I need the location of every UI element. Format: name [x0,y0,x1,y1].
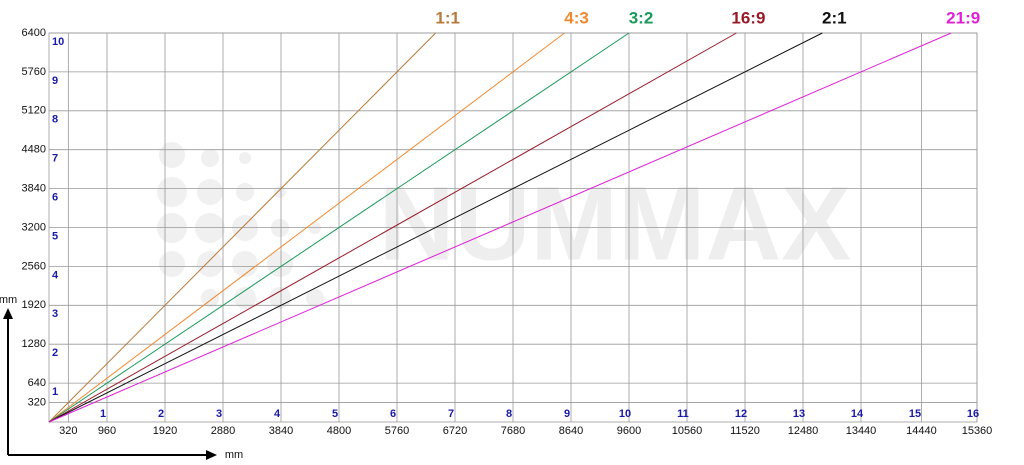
x-tick-label: 960 [98,425,116,437]
x-module-label: 11 [677,408,689,420]
y-tick-label: 3200 [22,221,46,233]
x-tick-label: 1920 [153,425,177,437]
y-tick-label: 6400 [22,27,46,39]
series-label: 2:1 [822,8,847,27]
ratio-line [48,32,823,423]
y-arrow-head [3,308,13,319]
y-tick-label: 320 [28,396,46,408]
y-module-label: 2 [52,347,58,359]
x-tick-label: 10560 [672,425,703,437]
x-axis-label: mm [225,449,243,461]
series-label: 1:1 [435,8,460,27]
series-label: 4:3 [564,8,589,27]
y-tick-label: 640 [28,377,46,389]
x-tick-label: 5760 [385,425,409,437]
x-tick-label: 4800 [327,425,351,437]
x-module-label: 7 [448,408,454,420]
watermark-dots [157,142,324,309]
x-module-label: 9 [564,408,570,420]
x-module-label: 2 [158,408,164,420]
y-module-label: 1 [52,386,58,398]
y-module-label: 3 [52,308,58,320]
ratio-line [48,32,437,423]
x-module-label: 14 [851,408,864,420]
x-tick-label: 2880 [211,425,235,437]
x-module-label: 12 [735,408,747,420]
y-module-label: 10 [52,36,64,48]
x-module-label: 4 [274,408,281,420]
x-tick-label: 14440 [906,425,937,437]
series-label: 3:2 [629,8,654,27]
y-axis-label: mm [0,294,17,306]
y-module-label: 7 [52,153,58,165]
x-module-label: 15 [909,408,921,420]
y-tick-label: 5120 [22,105,46,117]
x-module-label: 3 [216,408,222,420]
x-module-label: 13 [793,408,805,420]
x-module-label: 6 [390,408,396,420]
ratio-line [48,32,737,423]
y-tick-label: 5760 [22,66,46,78]
x-module-label: 1 [100,408,106,420]
x-tick-label: 7680 [501,425,525,437]
series-label: 16:9 [731,8,765,27]
x-arrow-head [206,450,217,460]
x-tick-label: 8640 [559,425,583,437]
y-tick-label: 3840 [22,183,46,195]
x-tick-label: 12480 [788,425,819,437]
watermark: NUMMAX [379,166,851,283]
y-tick-label: 2560 [22,260,46,272]
y-module-label: 8 [52,114,58,126]
y-tick-label: 1280 [22,338,46,350]
x-module-label: 10 [619,408,631,420]
x-module-label: 8 [506,408,512,420]
y-tick-label: 4480 [22,144,46,156]
ratio-line [48,32,630,423]
x-module-label: 5 [332,408,338,420]
x-module-label: 16 [967,408,979,420]
x-tick-label: 320 [59,425,77,437]
y-tick-label: 1920 [22,299,46,311]
x-tick-label: 3840 [269,425,293,437]
series-label: 21:9 [946,8,980,27]
y-module-label: 4 [52,269,59,281]
y-module-label: 9 [52,75,58,87]
x-tick-label: 15360 [962,425,993,437]
y-module-label: 6 [52,192,58,204]
ratio-line [48,32,952,423]
x-tick-label: 9600 [617,425,641,437]
x-tick-label: 11520 [730,425,760,437]
ratio-line [48,32,565,423]
y-module-label: 5 [52,230,58,242]
x-tick-label: 6720 [443,425,467,437]
x-tick-label: 13440 [846,425,877,437]
